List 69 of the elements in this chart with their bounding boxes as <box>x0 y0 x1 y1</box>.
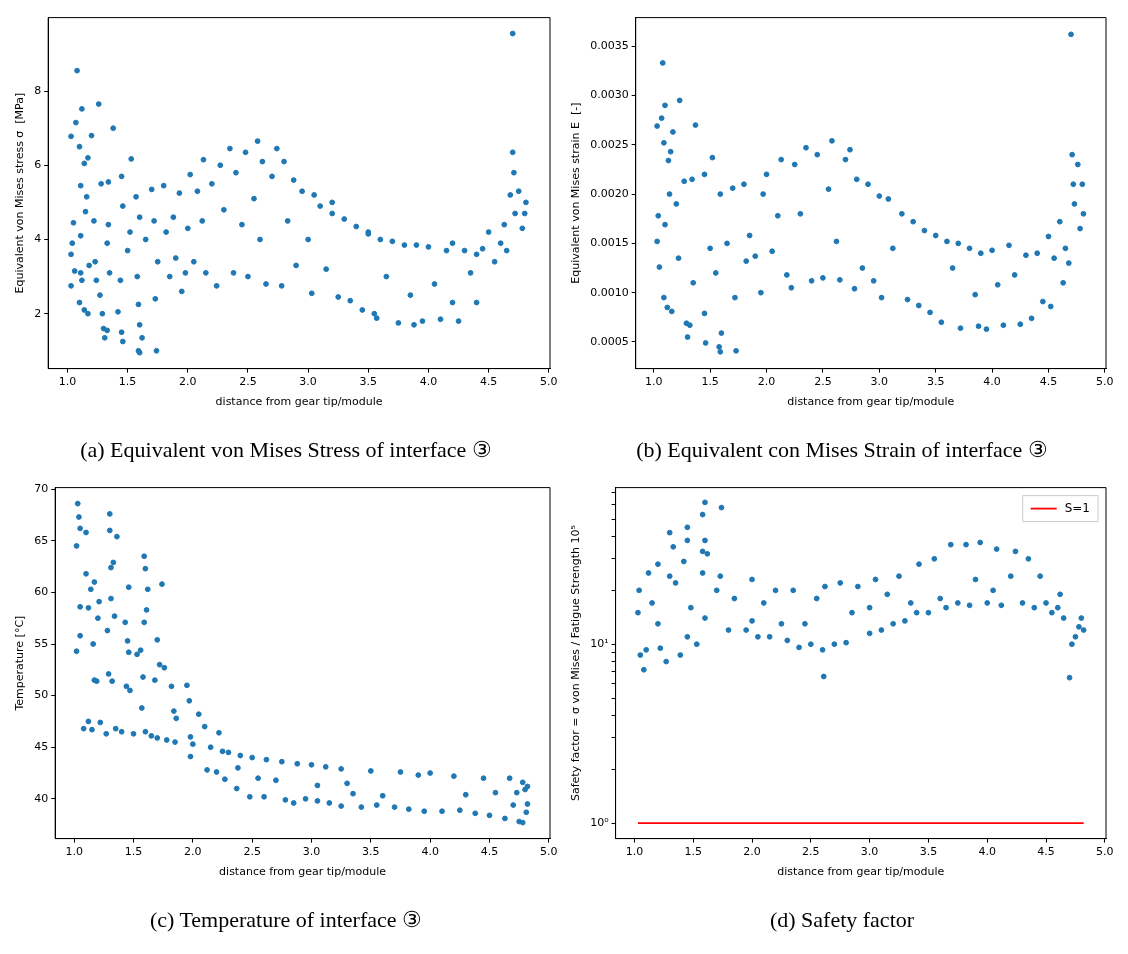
x-tick-label: 4.5 <box>1037 845 1055 859</box>
x-tick-label: 2.5 <box>239 375 257 389</box>
x-tick-label: 2.0 <box>743 845 761 859</box>
x-tick-label: 2.5 <box>814 375 832 389</box>
y-axis-title: Equivalent von Mises strain E [-] <box>569 102 583 284</box>
x-tick-label: 5.0 <box>1096 375 1114 389</box>
x-axis-title: distance from gear tip/module <box>787 395 955 409</box>
x-tick-label: 4.0 <box>419 375 438 389</box>
x-axis-title: distance from gear tip/module <box>219 865 387 879</box>
x-tick-label: 2.5 <box>243 845 261 859</box>
x-tick-label: 4.5 <box>1039 375 1058 389</box>
x-tick-label: 1.0 <box>625 845 644 859</box>
x-tick-label: 3.0 <box>870 375 889 389</box>
y-tick-label: 60 <box>34 585 49 599</box>
x-tick-label: 3.5 <box>926 375 945 389</box>
y-tick-label: 2 <box>34 306 42 320</box>
y-tick-label: 10¹ <box>590 637 609 651</box>
y-tick-label: 10⁰ <box>590 816 610 830</box>
x-tick-label: 5.0 <box>1096 845 1114 859</box>
x-axis-title: distance from gear tip/module <box>777 865 945 879</box>
y-tick-label: 0.0030 <box>590 88 629 102</box>
text: (c) Temperature of interface ③ <box>149 907 423 933</box>
x-tick-label: 1.5 <box>701 375 719 389</box>
x-axis-title: distance from gear tip/module <box>215 395 383 409</box>
y-axis-title: Safety factor = σ von Mises / Fatigue Strength 10⁵ <box>569 525 583 802</box>
y-tick-label: 0.0010 <box>590 285 629 299</box>
y-tick-label: 50 <box>34 688 49 702</box>
x-tick-label: 4.5 <box>480 845 499 859</box>
y-axis-title: Equivalent von Mises stress σ [MPa] <box>13 92 27 294</box>
x-tick-label: 3.5 <box>362 845 380 859</box>
text: (a) Equivalent von Mises Stress of interface ③ <box>80 437 492 463</box>
x-tick-label: 4.5 <box>479 375 498 389</box>
y-axis-title: Temperature [°C] <box>13 615 27 712</box>
y-tick-label: 8 <box>34 83 42 97</box>
x-tick-label: 3.5 <box>919 845 938 859</box>
x-tick-label: 3.0 <box>302 845 321 859</box>
x-tick-label: 5.0 <box>540 845 558 859</box>
x-tick-label: 1.0 <box>65 845 83 859</box>
x-tick-label: 1.5 <box>118 375 137 389</box>
x-tick-label: 3.0 <box>299 375 317 389</box>
y-tick-label: 6 <box>34 158 42 172</box>
x-tick-label: 5.0 <box>540 375 558 389</box>
y-tick-label: 65 <box>34 533 49 547</box>
x-tick-label: 1.5 <box>124 845 143 859</box>
legend-label: S=1 <box>1064 500 1091 515</box>
y-tick-label: 0.0020 <box>590 186 629 200</box>
x-tick-label: 4.0 <box>421 845 439 859</box>
y-tick-label: 0.0015 <box>590 236 629 250</box>
x-tick-label: 2.0 <box>184 845 202 859</box>
x-tick-label: 1.0 <box>644 375 663 389</box>
y-tick-label: 0.0025 <box>590 137 629 151</box>
y-tick-label: 55 <box>34 636 49 650</box>
x-tick-label: 2.5 <box>802 845 820 859</box>
x-tick-label: 3.5 <box>359 375 378 389</box>
y-tick-label: 70 <box>34 482 49 496</box>
y-tick-label: 40 <box>34 791 49 805</box>
y-tick-label: 45 <box>34 740 49 754</box>
x-tick-label: 1.0 <box>58 375 77 389</box>
text: (d) Safety factor <box>769 907 915 933</box>
y-tick-label: 4 <box>34 232 42 246</box>
y-tick-label: 0.0035 <box>590 39 629 53</box>
x-tick-label: 2.0 <box>757 375 776 389</box>
x-tick-label: 4.0 <box>978 845 996 859</box>
x-tick-label: 3.0 <box>860 845 879 859</box>
text: (b) Equivalent con Mises Strain of interface ③ <box>636 437 1048 463</box>
y-tick-label: 0.0005 <box>590 334 629 348</box>
x-tick-label: 2.0 <box>179 375 197 389</box>
x-tick-label: 1.5 <box>684 845 702 859</box>
x-tick-label: 4.0 <box>983 375 1001 389</box>
